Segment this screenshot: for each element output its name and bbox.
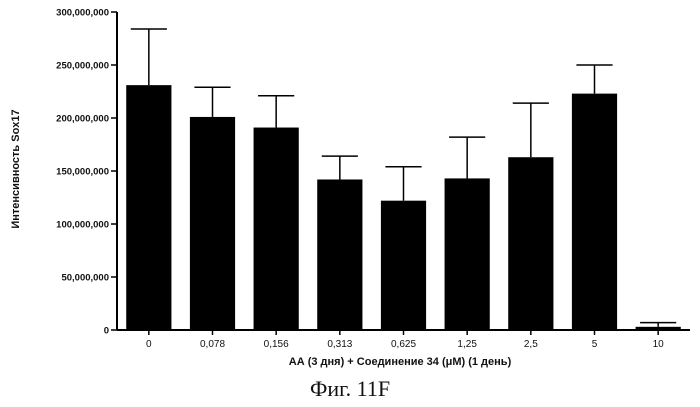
y-axis: 0 50,000,000 100,000,000 150,000,000 200,000… bbox=[56, 8, 117, 337]
y-tick-label: 50,000,000 bbox=[61, 273, 109, 284]
y-tick-label: 0 bbox=[104, 326, 109, 337]
bar bbox=[445, 178, 490, 330]
y-tick-label: 100,000,000 bbox=[56, 220, 109, 231]
figure-caption: Фиг. 11F bbox=[0, 376, 700, 402]
y-tick-label: 150,000,000 bbox=[56, 167, 109, 178]
x-axis-title: АА (3 дня) + Соединение 34 (μM) (1 день) bbox=[289, 356, 512, 368]
bar bbox=[572, 94, 617, 330]
x-tick-label: 0,156 bbox=[264, 339, 289, 350]
x-axis: 0 0,078 0,156 0,313 0,625 1,25 2,5 5 10 bbox=[117, 330, 690, 350]
bar bbox=[190, 117, 235, 330]
bar bbox=[254, 128, 299, 330]
y-tick-label: 250,000,000 bbox=[56, 61, 109, 72]
bar bbox=[381, 201, 426, 330]
x-tick-label: 5 bbox=[592, 339, 598, 350]
x-tick-label: 0,313 bbox=[327, 339, 352, 350]
x-tick-label: 1,25 bbox=[457, 339, 477, 350]
x-tick-label: 10 bbox=[653, 339, 665, 350]
bars bbox=[126, 85, 681, 330]
x-tick-label: 0 bbox=[146, 339, 152, 350]
x-tick-label: 2,5 bbox=[524, 339, 538, 350]
y-axis-title: Интенсивность Sox17 bbox=[10, 109, 22, 228]
bar bbox=[508, 157, 553, 330]
bar-chart: 0 50,000,000 100,000,000 150,000,000 200,000… bbox=[0, 0, 700, 407]
x-tick-label: 0,625 bbox=[391, 339, 416, 350]
y-tick-label: 200,000,000 bbox=[56, 114, 109, 125]
x-tick-label: 0,078 bbox=[200, 339, 225, 350]
bar bbox=[317, 179, 362, 330]
y-tick-label: 300,000,000 bbox=[56, 8, 109, 19]
bar bbox=[126, 85, 171, 330]
